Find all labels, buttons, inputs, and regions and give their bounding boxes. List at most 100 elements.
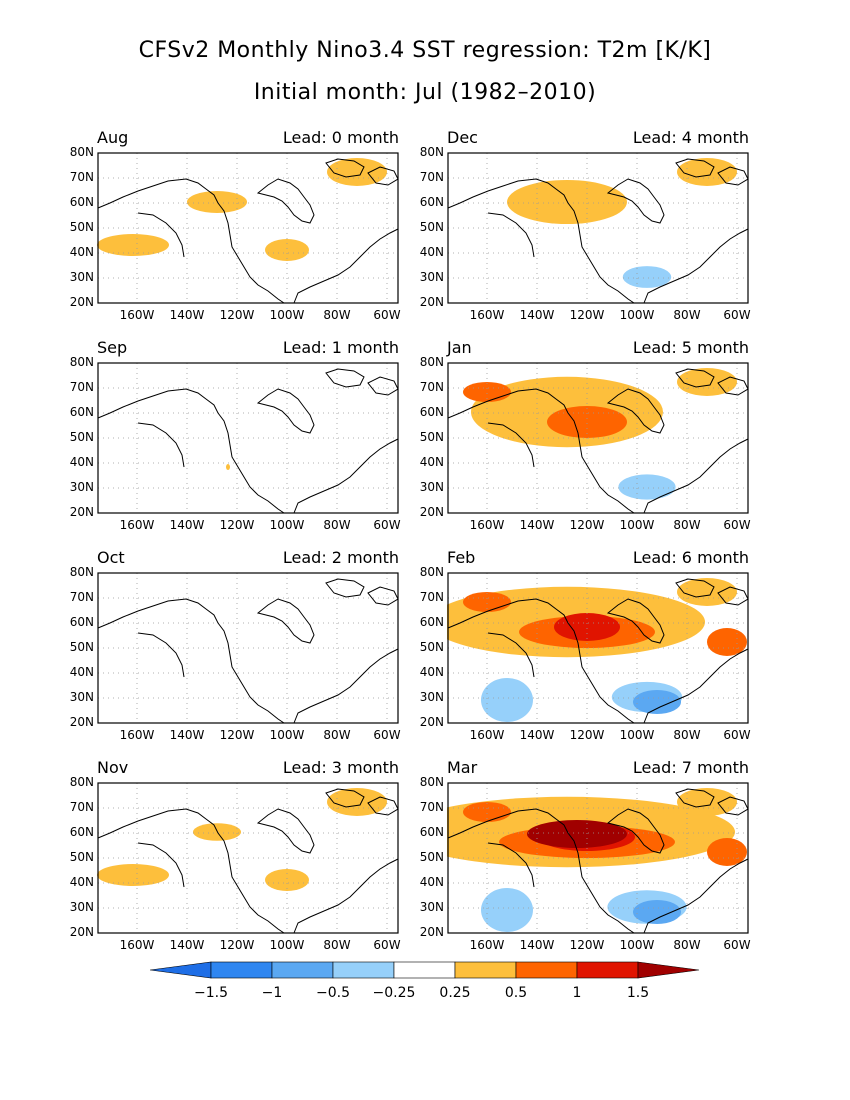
y-tick-label: 60N bbox=[419, 825, 444, 839]
x-tick-label: 100W bbox=[619, 938, 655, 952]
x-tick-label: 60W bbox=[373, 728, 401, 742]
y-tick-label: 20N bbox=[69, 295, 94, 309]
y-tick-label: 60N bbox=[69, 615, 94, 629]
x-tick-label: 140W bbox=[169, 518, 205, 532]
cold-anomaly bbox=[633, 900, 681, 924]
x-tick-label: 80W bbox=[673, 518, 701, 532]
colorbar-tick-label: 0.25 bbox=[439, 985, 471, 1001]
y-tick-label: 80N bbox=[419, 355, 444, 369]
panel-lead-label: Lead: 6 month bbox=[632, 548, 749, 567]
y-tick-label: 60N bbox=[69, 195, 94, 209]
cold-anomaly bbox=[622, 266, 672, 288]
x-tick-label: 160W bbox=[469, 728, 505, 742]
colorbar-segment bbox=[210, 961, 273, 979]
colorbar-tick-label: −0.5 bbox=[316, 985, 350, 1001]
x-tick-label: 100W bbox=[619, 728, 655, 742]
colorbar-tick-label: −0.25 bbox=[372, 985, 416, 1001]
y-tick-label: 40N bbox=[69, 665, 94, 679]
x-tick-label: 100W bbox=[269, 308, 305, 322]
regression-map bbox=[97, 362, 399, 514]
coastline bbox=[447, 788, 749, 934]
y-tick-label: 80N bbox=[69, 775, 94, 789]
regression-map bbox=[97, 152, 399, 304]
cold-anomaly bbox=[481, 888, 533, 932]
regression-map bbox=[97, 782, 399, 934]
x-tick-label: 100W bbox=[619, 518, 655, 532]
x-tick-label: 60W bbox=[723, 728, 751, 742]
colorbar-tick-label: −1.5 bbox=[194, 985, 228, 1001]
x-tick-label: 140W bbox=[519, 938, 555, 952]
coastline bbox=[447, 368, 749, 514]
x-tick-label: 60W bbox=[723, 938, 751, 952]
y-tick-label: 60N bbox=[419, 615, 444, 629]
y-tick-label: 60N bbox=[419, 195, 444, 209]
y-tick-label: 40N bbox=[69, 455, 94, 469]
y-tick-label: 30N bbox=[69, 900, 94, 914]
warm-anomaly bbox=[97, 864, 169, 886]
x-tick-label: 80W bbox=[673, 728, 701, 742]
x-tick-label: 80W bbox=[673, 308, 701, 322]
y-tick-label: 80N bbox=[69, 355, 94, 369]
y-tick-label: 50N bbox=[69, 640, 94, 654]
colorbar-tick-label: −1 bbox=[261, 985, 283, 1001]
warm-anomaly bbox=[97, 234, 169, 256]
panel-month-label: Mar bbox=[447, 758, 478, 777]
panel-month-label: Feb bbox=[447, 548, 476, 567]
x-tick-label: 160W bbox=[119, 308, 155, 322]
y-tick-label: 50N bbox=[69, 850, 94, 864]
warm-anomaly bbox=[707, 628, 747, 656]
colorbar-segment bbox=[150, 961, 212, 979]
y-tick-label: 30N bbox=[69, 270, 94, 284]
x-tick-label: 140W bbox=[519, 518, 555, 532]
x-tick-label: 120W bbox=[569, 938, 605, 952]
y-tick-label: 20N bbox=[69, 715, 94, 729]
x-tick-label: 60W bbox=[373, 518, 401, 532]
colorbar-tick-label: 1 bbox=[572, 985, 582, 1001]
panel-month-label: Jan bbox=[447, 338, 472, 357]
y-tick-label: 40N bbox=[69, 245, 94, 259]
x-tick-label: 100W bbox=[269, 518, 305, 532]
panel-lead-label: Lead: 7 month bbox=[632, 758, 749, 777]
colorbar-tick-label: 1.5 bbox=[626, 985, 650, 1001]
y-tick-label: 30N bbox=[419, 900, 444, 914]
x-tick-label: 160W bbox=[469, 938, 505, 952]
panel-month-label: Dec bbox=[447, 128, 478, 147]
warm-anomaly bbox=[327, 788, 387, 816]
panel-dec: Dec Lead: 4 month 80N 70N 60N 50N 40N 30N 20N 160… bbox=[420, 128, 751, 328]
warm-anomaly bbox=[677, 578, 737, 606]
y-tick-label: 40N bbox=[419, 245, 444, 259]
x-tick-label: 80W bbox=[323, 938, 351, 952]
x-tick-label: 160W bbox=[119, 938, 155, 952]
colorbar-segment bbox=[332, 961, 395, 979]
x-tick-label: 160W bbox=[469, 518, 505, 532]
y-tick-label: 20N bbox=[419, 295, 444, 309]
y-tick-label: 80N bbox=[69, 565, 94, 579]
warm-anomaly bbox=[527, 820, 627, 848]
y-tick-label: 70N bbox=[69, 800, 94, 814]
y-tick-label: 40N bbox=[419, 665, 444, 679]
y-tick-label: 50N bbox=[419, 430, 444, 444]
panel-month-label: Aug bbox=[97, 128, 129, 147]
x-tick-label: 60W bbox=[723, 308, 751, 322]
x-tick-label: 140W bbox=[169, 728, 205, 742]
coastline bbox=[97, 368, 399, 514]
y-tick-label: 20N bbox=[419, 715, 444, 729]
warm-anomaly bbox=[677, 368, 737, 396]
warm-anomaly bbox=[547, 406, 627, 438]
coastline bbox=[97, 578, 399, 724]
y-tick-label: 50N bbox=[419, 850, 444, 864]
panel-month-label: Sep bbox=[97, 338, 128, 357]
colorbar-segment bbox=[271, 961, 334, 979]
y-tick-label: 40N bbox=[69, 875, 94, 889]
x-tick-label: 120W bbox=[569, 728, 605, 742]
panel-aug: Aug Lead: 0 month 80N 70N 60N 50N 40N 30N 20N 160… bbox=[70, 128, 401, 328]
y-tick-label: 70N bbox=[419, 800, 444, 814]
warm-anomaly bbox=[554, 613, 620, 641]
panel-month-label: Oct bbox=[97, 548, 125, 567]
x-tick-label: 120W bbox=[219, 938, 255, 952]
x-tick-label: 120W bbox=[219, 728, 255, 742]
x-tick-label: 80W bbox=[673, 938, 701, 952]
y-tick-label: 30N bbox=[419, 480, 444, 494]
panel-lead-label: Lead: 3 month bbox=[282, 758, 399, 777]
warm-anomaly bbox=[226, 464, 230, 470]
